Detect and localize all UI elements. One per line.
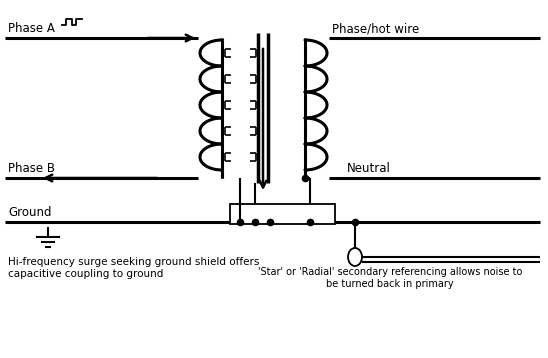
Text: Phase B: Phase B	[8, 162, 55, 175]
Text: 'Star' or 'Radial' secondary referencing allows noise to
be turned back in prima: 'Star' or 'Radial' secondary referencing…	[258, 267, 522, 289]
Text: Phase/hot wire: Phase/hot wire	[332, 22, 419, 35]
Bar	[230, 204, 335, 224]
Text: Neutral: Neutral	[347, 162, 391, 175]
Text: Ground: Ground	[8, 206, 52, 219]
Ellipse shape	[348, 248, 362, 266]
Text: Phase A: Phase A	[8, 22, 55, 35]
Text: Hi-frequency surge seeking ground shield offers
capacitive coupling to ground: Hi-frequency surge seeking ground shield…	[8, 257, 259, 279]
